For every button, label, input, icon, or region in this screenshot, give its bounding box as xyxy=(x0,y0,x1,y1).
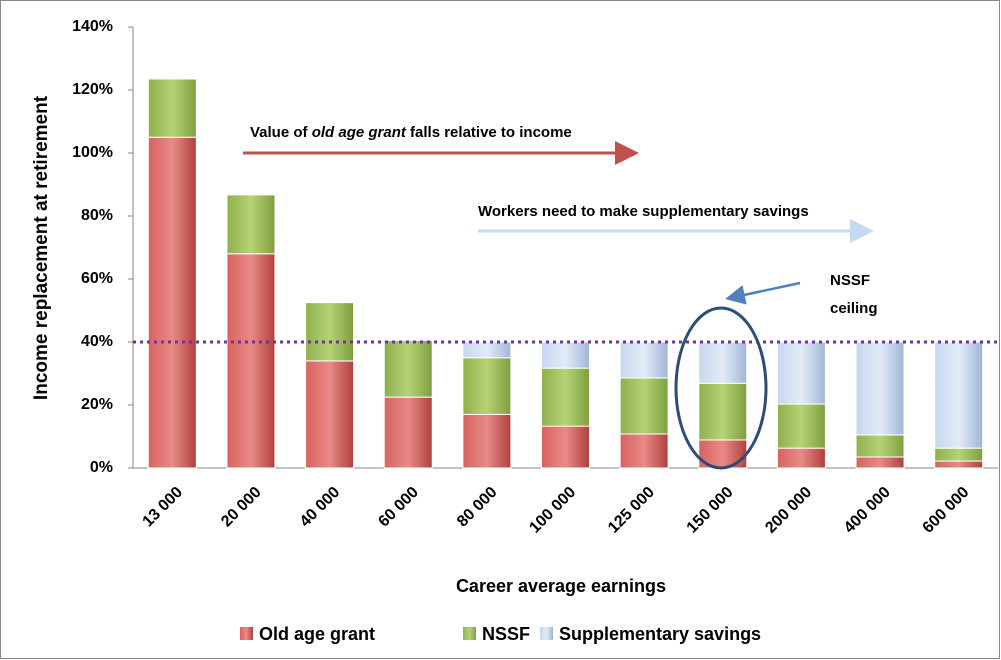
bar-segment xyxy=(855,456,905,469)
legend-label: Old age grant xyxy=(259,624,375,644)
y-tick-label: 20% xyxy=(81,396,113,413)
x-tick-label: 80 000 xyxy=(454,484,501,531)
x-tick-label: 100 000 xyxy=(526,484,579,537)
x-tick-label: 400 000 xyxy=(841,484,894,537)
y-tick-label: 120% xyxy=(72,81,113,98)
bar-segment xyxy=(619,433,669,469)
x-tick-label: 40 000 xyxy=(297,484,344,531)
bar-segment xyxy=(305,360,355,469)
annotation: NSSF xyxy=(830,272,870,289)
x-tick-label: 125 000 xyxy=(605,484,658,537)
bar-segment xyxy=(855,434,905,458)
y-tick-label: 80% xyxy=(81,207,113,224)
arrow xyxy=(725,281,801,305)
annotation: Workers need to make supplementary savin… xyxy=(478,203,809,220)
y-axis-title: Income replacement at retirement xyxy=(31,95,52,400)
bar-segment xyxy=(541,367,590,427)
x-tick-label: 600 000 xyxy=(920,484,973,537)
annotation: ceiling xyxy=(830,300,878,317)
bar-segment xyxy=(619,341,669,379)
bar-segment xyxy=(383,396,433,469)
bar-segment xyxy=(305,302,355,362)
legend-swatch xyxy=(240,627,253,640)
bar-segment xyxy=(855,341,905,436)
x-tick-label: 200 000 xyxy=(762,484,815,537)
legend-label: NSSF xyxy=(482,624,530,644)
bar-segment xyxy=(541,341,590,369)
bar-segment xyxy=(934,341,984,449)
legend-swatch xyxy=(540,627,553,640)
y-tick-label: 100% xyxy=(72,144,113,161)
bar-segment xyxy=(541,425,590,469)
x-tick-label: 20 000 xyxy=(218,484,265,531)
bar-segment xyxy=(462,413,512,469)
bar-segment xyxy=(776,403,826,449)
x-tick-label: 13 000 xyxy=(140,484,187,531)
legend-label: Supplementary savings xyxy=(559,624,761,644)
legend-swatch xyxy=(463,627,476,640)
bar-segment xyxy=(776,341,826,405)
bar-segment xyxy=(698,382,748,441)
bar-segment xyxy=(226,194,276,255)
bar-segment xyxy=(619,377,669,435)
x-tick-label: 60 000 xyxy=(375,484,422,531)
bar-segment xyxy=(226,253,276,469)
y-tick-label: 60% xyxy=(81,270,113,287)
bar-segment xyxy=(147,78,197,138)
y-tick-label: 40% xyxy=(81,333,113,350)
annotation: Value of old age grant falls relative to… xyxy=(250,124,572,141)
y-tick-label: 0% xyxy=(90,459,113,476)
bar-segment xyxy=(383,339,433,398)
bar-segment xyxy=(462,341,512,359)
y-tick-label: 140% xyxy=(72,18,113,35)
bar-segment xyxy=(776,447,826,469)
x-axis-title: Career average earnings xyxy=(456,576,666,596)
highlight-ellipse xyxy=(674,306,768,470)
bar-segment xyxy=(934,447,984,462)
x-tick-label: 150 000 xyxy=(684,484,737,537)
bar-segment xyxy=(698,341,748,384)
bar-segment xyxy=(934,460,984,469)
bar-segment xyxy=(462,357,512,415)
bar-segment xyxy=(147,136,197,469)
